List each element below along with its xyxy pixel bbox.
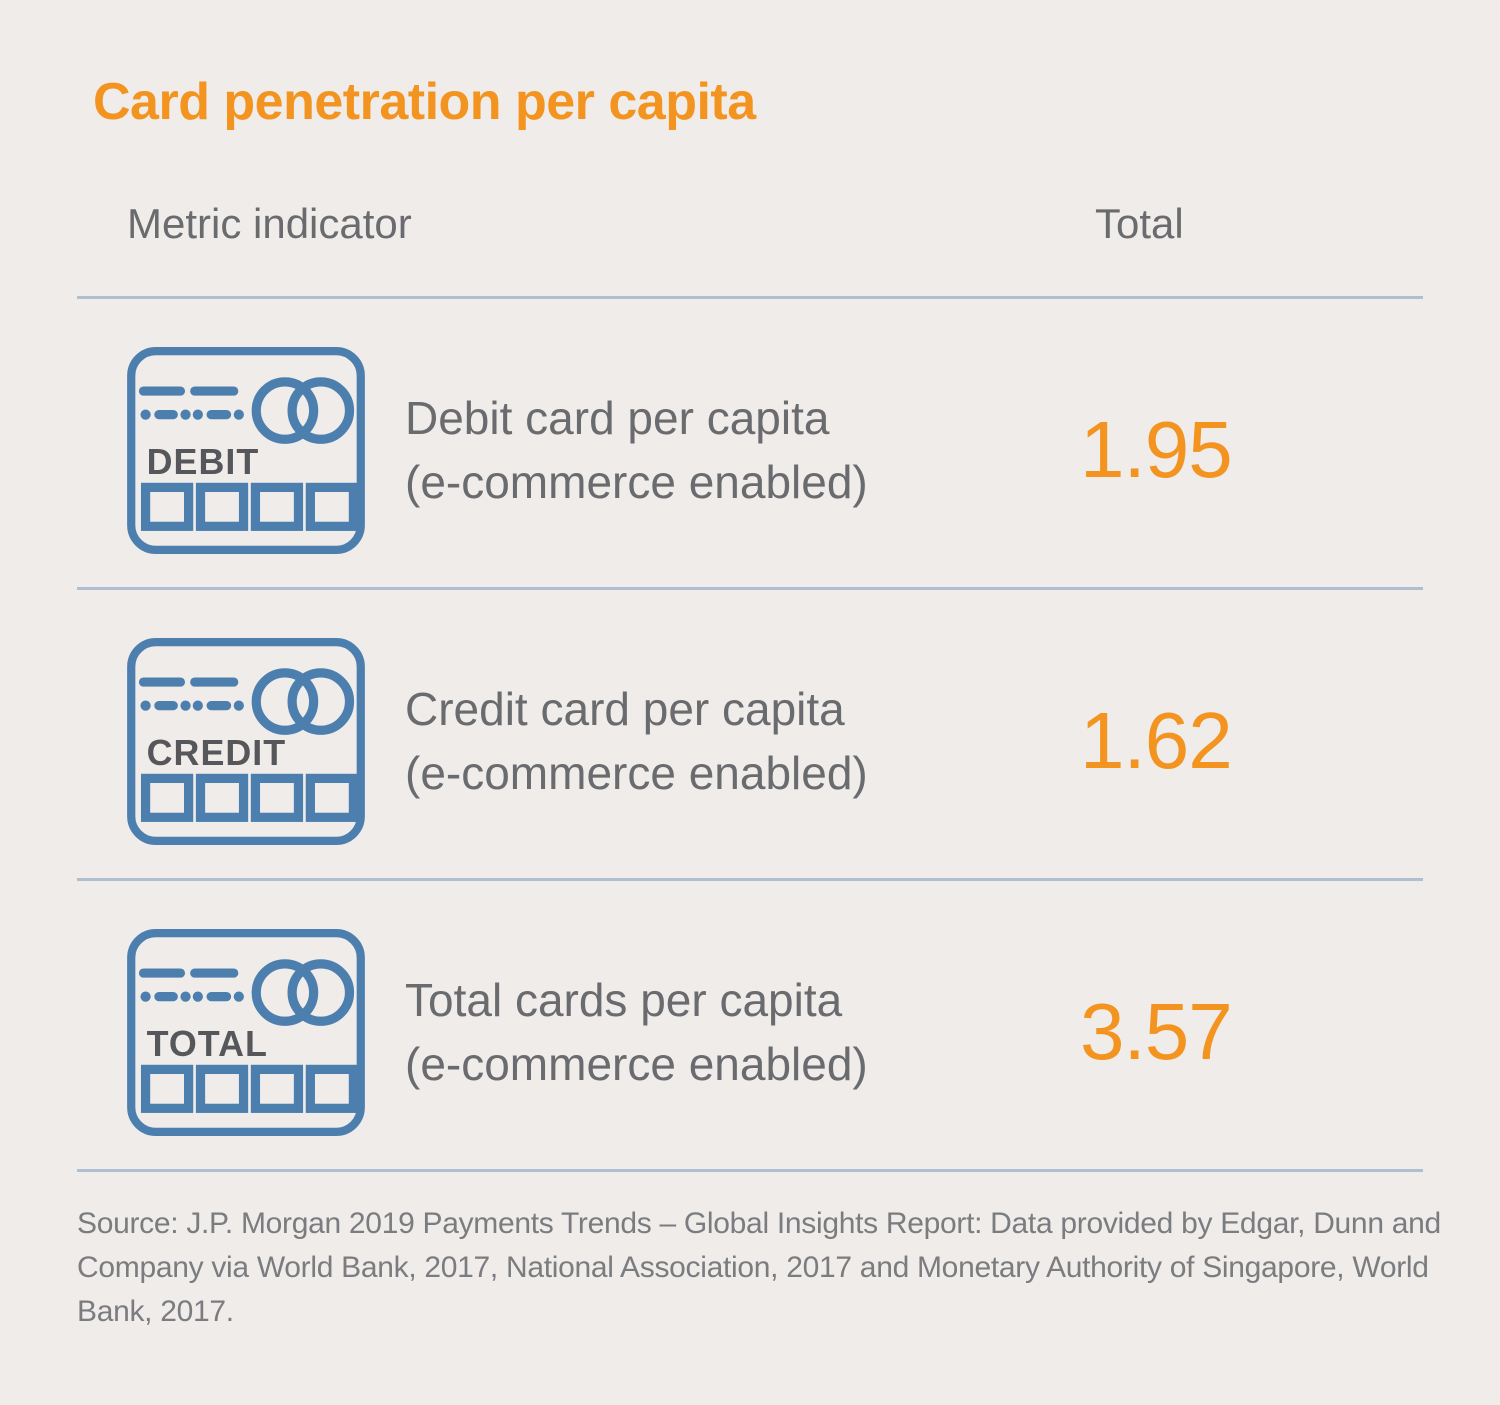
metric-label: Credit card per capita (e-commerce enabl…: [405, 677, 1080, 805]
column-header-metric: Metric indicator: [127, 200, 412, 247]
metric-label-line2: (e-commerce enabled): [405, 456, 868, 508]
total-cards-icon: TOTAL: [127, 928, 365, 1136]
card-icon-label: TOTAL: [147, 1024, 268, 1064]
table-row-debit: DEBIT Debit card per capita (e-commerce …: [0, 299, 1500, 587]
metric-label: Debit card per capita (e-commerce enable…: [405, 386, 1080, 514]
table-header: Metric indicator Total: [0, 199, 1500, 249]
divider: [77, 1169, 1423, 1172]
metric-label-line1: Debit card per capita: [405, 392, 830, 444]
divider: [77, 878, 1423, 881]
table-row-credit: CREDIT Credit card per capita (e-commerc…: [0, 590, 1500, 878]
card-icon-label: CREDIT: [147, 733, 287, 773]
metric-label-line1: Total cards per capita: [405, 974, 843, 1026]
table-row-total: TOTAL Total cards per capita (e-commerce…: [0, 881, 1500, 1169]
metric-label-line1: Credit card per capita: [405, 683, 845, 735]
metric-label-line2: (e-commerce enabled): [405, 1038, 868, 1090]
source-note: Source: J.P. Morgan 2019 Payments Trends…: [77, 1207, 1441, 1328]
metric-label: Total cards per capita (e-commerce enabl…: [405, 968, 1080, 1096]
debit-card-icon: DEBIT: [127, 346, 365, 554]
metric-value: 1.95: [1080, 405, 1233, 494]
column-header-total: Total: [1095, 200, 1184, 247]
divider: [77, 296, 1423, 299]
credit-card-icon: CREDIT: [127, 637, 365, 845]
metric-value: 1.62: [1080, 696, 1233, 785]
metric-value: 3.57: [1080, 987, 1233, 1076]
metric-label-line2: (e-commerce enabled): [405, 747, 868, 799]
card-icon-label: DEBIT: [147, 442, 260, 482]
divider: [77, 587, 1423, 590]
page-title: Card penetration per capita: [93, 73, 756, 131]
